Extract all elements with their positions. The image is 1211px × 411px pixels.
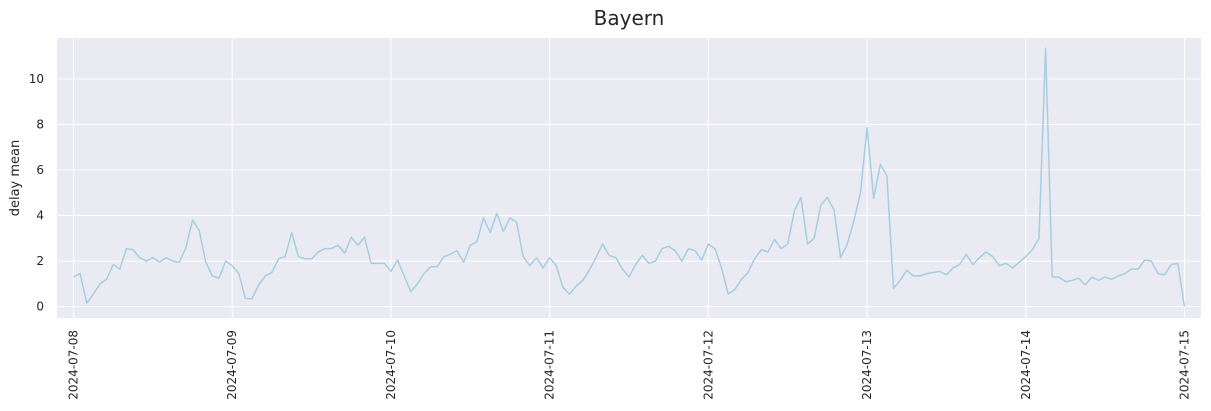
series-layer: [73, 47, 1186, 307]
y-tick-label: 10: [29, 72, 44, 86]
x-tick-label: 2024-07-15: [1177, 330, 1191, 400]
x-tick-label: 2024-07-14: [1019, 330, 1033, 400]
chart-title: Bayern: [594, 6, 665, 30]
y-tick-label: 2: [36, 254, 44, 268]
y-tick-label: 6: [36, 163, 44, 177]
y-tick-label: 4: [36, 209, 44, 223]
x-tick-label: 2024-07-08: [67, 330, 81, 400]
tick-labels: 0 2 4 6 8 10 2024-07-08 2024-07-09 2024-07-10 202…: [29, 72, 1192, 400]
y-tick-label: 8: [36, 118, 44, 132]
x-tick-label: 2024-07-09: [225, 330, 239, 400]
plot-background: [57, 38, 1201, 318]
series-line: [73, 47, 1186, 307]
y-axis-label: delay mean: [8, 140, 23, 217]
x-tick-label: 2024-07-12: [701, 330, 715, 400]
x-tick-label: 2024-07-13: [860, 330, 874, 400]
y-tick-label: 0: [36, 300, 44, 314]
x-tick-label: 2024-07-11: [543, 330, 557, 400]
x-tick-label: 2024-07-10: [384, 330, 398, 400]
grid-lines: [57, 38, 1201, 318]
